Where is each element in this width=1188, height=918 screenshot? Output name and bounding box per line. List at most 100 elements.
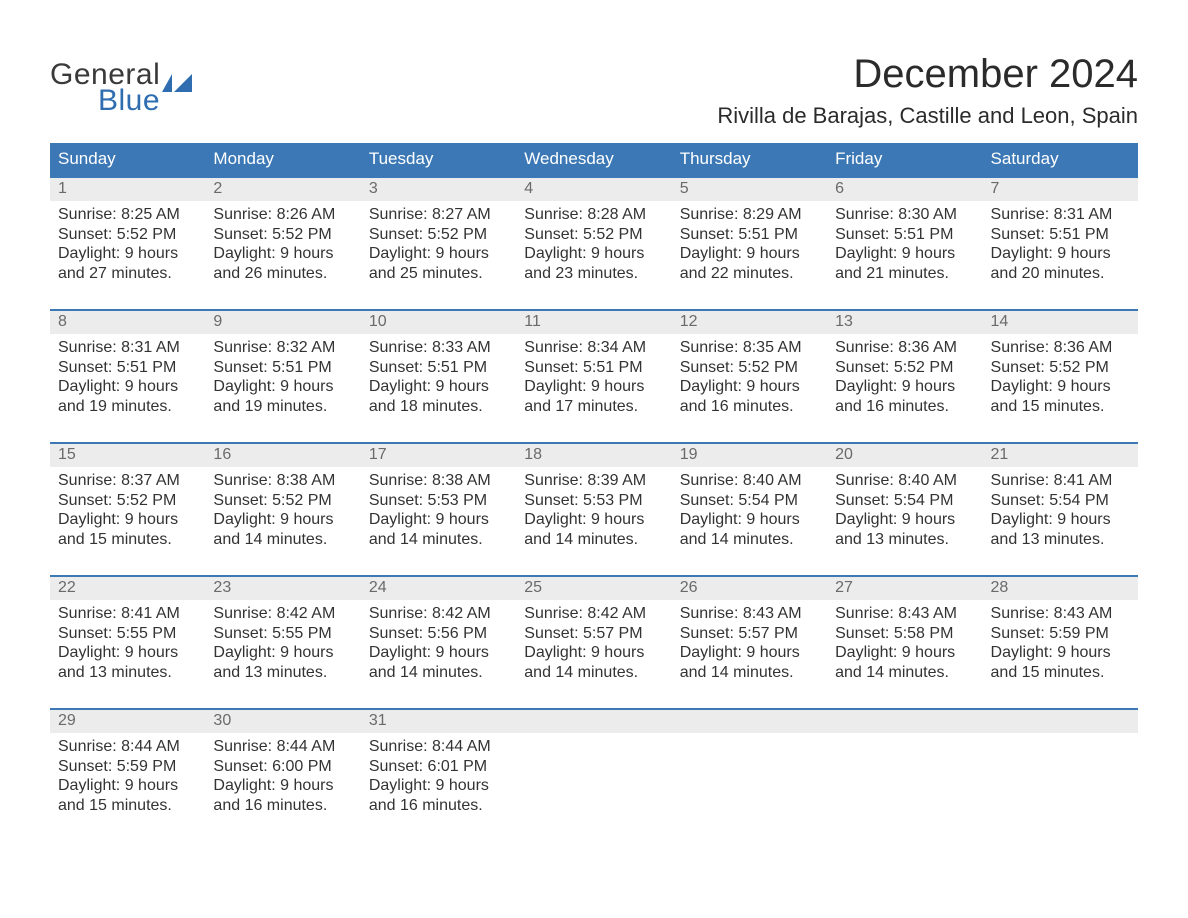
day-number — [983, 710, 1138, 733]
day-cell: Sunrise: 8:35 AMSunset: 5:52 PMDaylight:… — [672, 334, 827, 432]
day-number: 8 — [50, 311, 205, 334]
day-cell: Sunrise: 8:30 AMSunset: 5:51 PMDaylight:… — [827, 201, 982, 299]
page: General Blue December 2024 Rivilla de Ba… — [0, 0, 1188, 918]
header: General Blue December 2024 Rivilla de Ba… — [50, 40, 1138, 137]
day-number: 27 — [827, 577, 982, 600]
day-number: 26 — [672, 577, 827, 600]
daynum-row: 15161718192021 — [50, 444, 1138, 467]
day-number: 24 — [361, 577, 516, 600]
day-number: 21 — [983, 444, 1138, 467]
day-number: 10 — [361, 311, 516, 334]
day-cell: Sunrise: 8:33 AMSunset: 5:51 PMDaylight:… — [361, 334, 516, 432]
day-cell: Sunrise: 8:38 AMSunset: 5:53 PMDaylight:… — [361, 467, 516, 565]
day-number: 12 — [672, 311, 827, 334]
day-cell: Sunrise: 8:40 AMSunset: 5:54 PMDaylight:… — [672, 467, 827, 565]
day-cell: Sunrise: 8:44 AMSunset: 6:01 PMDaylight:… — [361, 733, 516, 831]
logo-mark-icon — [162, 72, 194, 92]
day-cell: Sunrise: 8:43 AMSunset: 5:57 PMDaylight:… — [672, 600, 827, 698]
day-number — [672, 710, 827, 733]
page-title: December 2024 — [717, 52, 1138, 97]
day-cell: Sunrise: 8:39 AMSunset: 5:53 PMDaylight:… — [516, 467, 671, 565]
day-number: 29 — [50, 710, 205, 733]
day-number: 13 — [827, 311, 982, 334]
title-block: December 2024 Rivilla de Barajas, Castil… — [717, 40, 1138, 137]
day-cell: Sunrise: 8:40 AMSunset: 5:54 PMDaylight:… — [827, 467, 982, 565]
day-number: 17 — [361, 444, 516, 467]
day-number: 2 — [205, 178, 360, 201]
day-number: 22 — [50, 577, 205, 600]
day-cell: Sunrise: 8:41 AMSunset: 5:55 PMDaylight:… — [50, 600, 205, 698]
day-header-wed: Wednesday — [516, 143, 671, 176]
location: Rivilla de Barajas, Castille and Leon, S… — [717, 103, 1138, 129]
content-row: Sunrise: 8:44 AMSunset: 5:59 PMDaylight:… — [50, 733, 1138, 831]
day-cell: Sunrise: 8:44 AMSunset: 5:59 PMDaylight:… — [50, 733, 205, 831]
day-number — [516, 710, 671, 733]
week-row: 15161718192021Sunrise: 8:37 AMSunset: 5:… — [50, 442, 1138, 565]
day-cell: Sunrise: 8:37 AMSunset: 5:52 PMDaylight:… — [50, 467, 205, 565]
day-number: 1 — [50, 178, 205, 201]
day-number: 15 — [50, 444, 205, 467]
day-cell: Sunrise: 8:38 AMSunset: 5:52 PMDaylight:… — [205, 467, 360, 565]
day-header-tue: Tuesday — [361, 143, 516, 176]
daynum-row: 1234567 — [50, 178, 1138, 201]
week-row: 891011121314Sunrise: 8:31 AMSunset: 5:51… — [50, 309, 1138, 432]
day-cell: Sunrise: 8:44 AMSunset: 6:00 PMDaylight:… — [205, 733, 360, 831]
day-number: 19 — [672, 444, 827, 467]
week-row: 22232425262728Sunrise: 8:41 AMSunset: 5:… — [50, 575, 1138, 698]
day-number: 16 — [205, 444, 360, 467]
day-cell — [516, 733, 671, 831]
day-header-sat: Saturday — [983, 143, 1138, 176]
day-cell: Sunrise: 8:43 AMSunset: 5:59 PMDaylight:… — [983, 600, 1138, 698]
day-cell: Sunrise: 8:36 AMSunset: 5:52 PMDaylight:… — [983, 334, 1138, 432]
day-number: 31 — [361, 710, 516, 733]
day-header-sun: Sunday — [50, 143, 205, 176]
content-row: Sunrise: 8:37 AMSunset: 5:52 PMDaylight:… — [50, 467, 1138, 565]
day-cell: Sunrise: 8:26 AMSunset: 5:52 PMDaylight:… — [205, 201, 360, 299]
day-header-mon: Monday — [205, 143, 360, 176]
day-cell: Sunrise: 8:27 AMSunset: 5:52 PMDaylight:… — [361, 201, 516, 299]
day-header-row: Sunday Monday Tuesday Wednesday Thursday… — [50, 143, 1138, 176]
weeks-container: 1234567Sunrise: 8:25 AMSunset: 5:52 PMDa… — [50, 176, 1138, 831]
week-row: 293031Sunrise: 8:44 AMSunset: 5:59 PMDay… — [50, 708, 1138, 831]
day-number: 18 — [516, 444, 671, 467]
week-row: 1234567Sunrise: 8:25 AMSunset: 5:52 PMDa… — [50, 176, 1138, 299]
day-number: 11 — [516, 311, 671, 334]
daynum-row: 293031 — [50, 710, 1138, 733]
day-number: 14 — [983, 311, 1138, 334]
day-number: 4 — [516, 178, 671, 201]
day-cell: Sunrise: 8:41 AMSunset: 5:54 PMDaylight:… — [983, 467, 1138, 565]
day-number: 28 — [983, 577, 1138, 600]
content-row: Sunrise: 8:41 AMSunset: 5:55 PMDaylight:… — [50, 600, 1138, 698]
day-cell: Sunrise: 8:36 AMSunset: 5:52 PMDaylight:… — [827, 334, 982, 432]
day-number: 30 — [205, 710, 360, 733]
logo-word2: Blue — [98, 84, 160, 118]
calendar: Sunday Monday Tuesday Wednesday Thursday… — [50, 143, 1138, 831]
day-cell: Sunrise: 8:25 AMSunset: 5:52 PMDaylight:… — [50, 201, 205, 299]
day-number: 20 — [827, 444, 982, 467]
day-cell — [983, 733, 1138, 831]
day-cell: Sunrise: 8:42 AMSunset: 5:55 PMDaylight:… — [205, 600, 360, 698]
day-number: 5 — [672, 178, 827, 201]
day-number: 7 — [983, 178, 1138, 201]
day-header-thu: Thursday — [672, 143, 827, 176]
day-number: 25 — [516, 577, 671, 600]
daynum-row: 891011121314 — [50, 311, 1138, 334]
day-cell: Sunrise: 8:42 AMSunset: 5:56 PMDaylight:… — [361, 600, 516, 698]
day-cell: Sunrise: 8:29 AMSunset: 5:51 PMDaylight:… — [672, 201, 827, 299]
day-cell — [672, 733, 827, 831]
logo: General Blue — [50, 58, 194, 118]
day-cell: Sunrise: 8:34 AMSunset: 5:51 PMDaylight:… — [516, 334, 671, 432]
content-row: Sunrise: 8:25 AMSunset: 5:52 PMDaylight:… — [50, 201, 1138, 299]
day-cell: Sunrise: 8:28 AMSunset: 5:52 PMDaylight:… — [516, 201, 671, 299]
day-number — [827, 710, 982, 733]
day-number: 3 — [361, 178, 516, 201]
daynum-row: 22232425262728 — [50, 577, 1138, 600]
content-row: Sunrise: 8:31 AMSunset: 5:51 PMDaylight:… — [50, 334, 1138, 432]
day-number: 6 — [827, 178, 982, 201]
day-cell: Sunrise: 8:42 AMSunset: 5:57 PMDaylight:… — [516, 600, 671, 698]
day-cell: Sunrise: 8:31 AMSunset: 5:51 PMDaylight:… — [983, 201, 1138, 299]
day-cell: Sunrise: 8:43 AMSunset: 5:58 PMDaylight:… — [827, 600, 982, 698]
day-cell: Sunrise: 8:31 AMSunset: 5:51 PMDaylight:… — [50, 334, 205, 432]
day-number: 23 — [205, 577, 360, 600]
day-cell — [827, 733, 982, 831]
